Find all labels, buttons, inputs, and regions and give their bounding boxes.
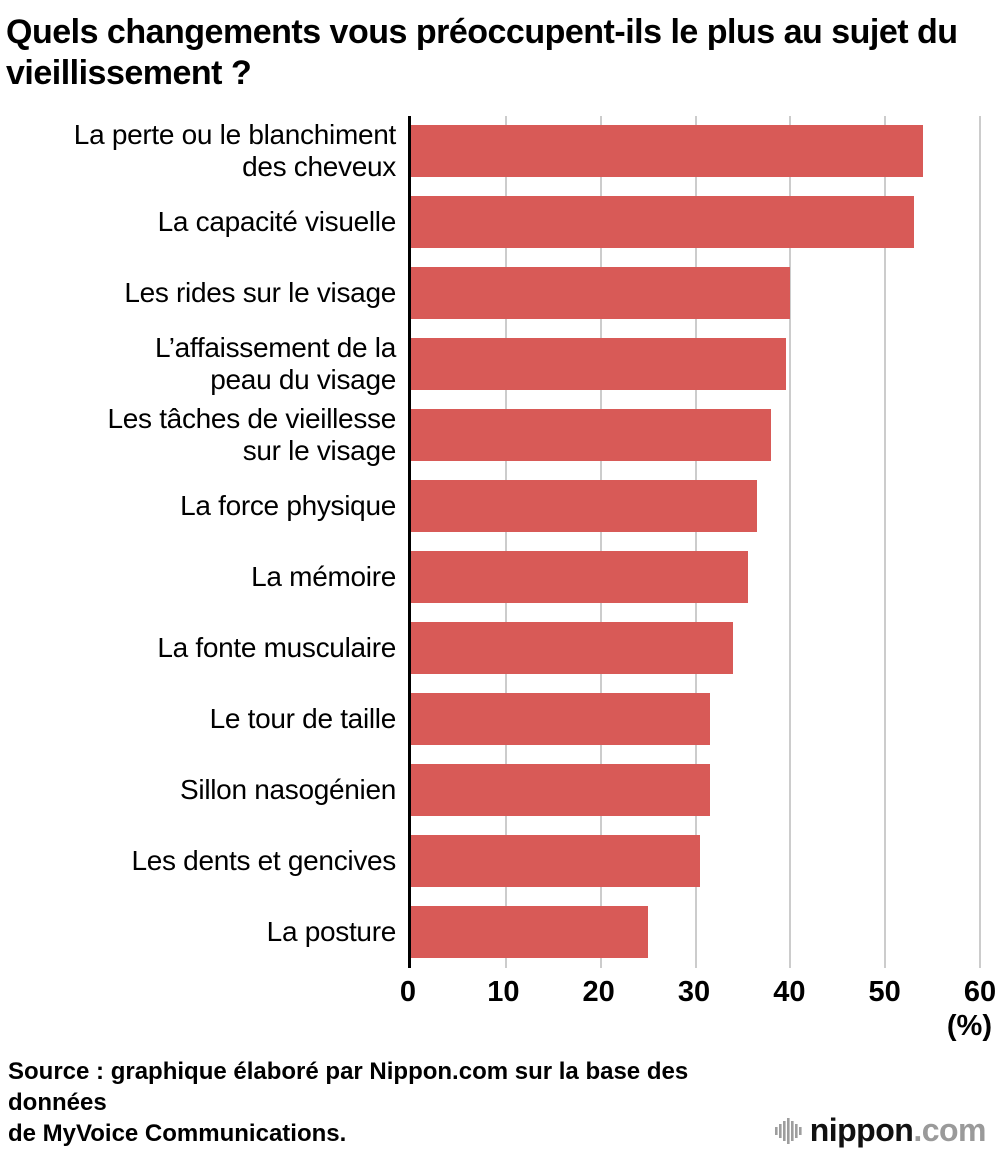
bar: [411, 622, 734, 675]
logo-tld: .com: [913, 1112, 986, 1149]
page: Quels changements vous préoccupent-ils l…: [0, 13, 1000, 1148]
bar-row: [411, 613, 980, 684]
bar: [411, 196, 914, 249]
labels-col: La perte ou le blanchiment des cheveux La…: [0, 116, 408, 968]
bar-row: [411, 187, 980, 258]
bar-row: [411, 755, 980, 826]
x-axis-unit: (%): [946, 1009, 992, 1042]
bar-row: [411, 826, 980, 897]
category-label: Les dents et gencives: [131, 845, 396, 876]
gridline: [694, 115, 697, 968]
category-label: Les rides sur le visage: [124, 277, 396, 308]
bar: [411, 906, 649, 959]
bar: [411, 764, 710, 817]
bar: [411, 338, 786, 391]
category-label: La mémoire: [251, 561, 396, 592]
x-tick-label: 20: [582, 975, 615, 1008]
bar: [411, 693, 710, 746]
x-axis-spacer: [0, 968, 408, 1010]
x-tick-label: 60: [963, 975, 997, 1008]
bar-row: [411, 329, 980, 400]
bar: [411, 125, 924, 178]
source-note: Source : graphique élaboré par Nippon.co…: [8, 1056, 775, 1150]
soundwave-icon: [774, 1117, 802, 1144]
x-tick-label: 40: [773, 975, 806, 1008]
bar: [411, 835, 701, 888]
category-label: La perte ou le blanchiment des cheveux: [73, 118, 397, 183]
bars: [411, 116, 980, 968]
category-label: La fonte musculaire: [157, 632, 396, 663]
source-line-2: de MyVoice Communications.: [8, 1119, 347, 1147]
gridline: [599, 115, 602, 968]
x-axis-ticks: 0 10 20 30 40 50 60: [400, 968, 996, 1010]
category-label: Les tâches de vieillesse sur le visage: [107, 402, 396, 467]
category-label: La posture: [266, 916, 397, 947]
bar-row: [411, 471, 980, 542]
category-label: Le tour de taille: [209, 703, 397, 734]
bar-row: [411, 258, 980, 329]
bar-row: [411, 400, 980, 471]
bar: [411, 551, 748, 604]
bar-row: [411, 116, 980, 187]
plot-area: [408, 115, 981, 968]
category-label: L’affaissement de la peau du visage: [155, 331, 396, 396]
gridline: [504, 115, 507, 968]
nippon-logo: nippon .com: [774, 1112, 986, 1149]
gridline: [884, 115, 887, 968]
bar-row: [411, 897, 980, 968]
bar-chart: La perte ou le blanchiment des cheveux La…: [0, 115, 1000, 1050]
x-tick-label: 30: [677, 975, 711, 1008]
x-tick-label: 0: [399, 975, 417, 1008]
logo-name: nippon: [809, 1112, 914, 1149]
gridlines: [411, 115, 981, 968]
gridline: [789, 115, 792, 968]
category-label: La capacité visuelle: [157, 206, 397, 237]
source-line-1: Source : graphique élaboré par Nippon.co…: [8, 1057, 689, 1116]
x-tick-label: 50: [868, 975, 901, 1008]
footer: Source : graphique élaboré par Nippon.co…: [0, 1050, 1000, 1159]
category-label: La force physique: [180, 490, 396, 521]
bar: [411, 267, 791, 320]
chart-title: Quels changements vous préoccupent-ils l…: [6, 13, 958, 92]
x-tick-label: 10: [487, 975, 520, 1008]
gridline: [979, 115, 981, 968]
bar: [411, 480, 758, 533]
x-axis: 0 10 20 30 40 50 60: [0, 968, 1000, 1010]
bar-row: [411, 542, 980, 613]
bar: [411, 409, 772, 462]
chart-body: La perte ou le blanchiment des cheveux La…: [0, 115, 1000, 968]
category-label: Sillon nasogénien: [180, 774, 396, 805]
bar-row: [411, 684, 980, 755]
